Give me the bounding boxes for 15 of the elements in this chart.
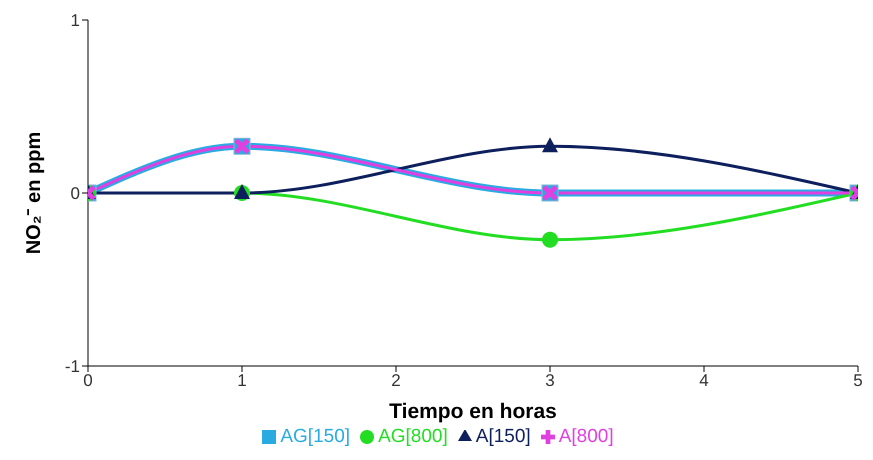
- x-tick-label: 2: [391, 371, 401, 390]
- x-tick-label: 5: [853, 371, 863, 390]
- legend-label: AG[150]: [280, 426, 350, 447]
- y-tick-label: -1: [64, 357, 80, 376]
- x-axis-title: Tiempo en horas: [389, 400, 557, 423]
- x-tick-label: 4: [699, 371, 709, 390]
- x-tick-label: 0: [83, 371, 93, 390]
- y-tick-label: 1: [70, 11, 80, 30]
- x-tick-label: 1: [237, 371, 247, 390]
- x-tick-label: 3: [545, 371, 555, 390]
- y-tick-label: 0: [70, 184, 80, 204]
- legend-label: AG[800]: [378, 426, 448, 447]
- legend-label: A[800]: [558, 426, 614, 447]
- legend-label: A[150]: [476, 426, 531, 447]
- y-axis-title: NO₂⁻ en ppm: [23, 132, 46, 254]
